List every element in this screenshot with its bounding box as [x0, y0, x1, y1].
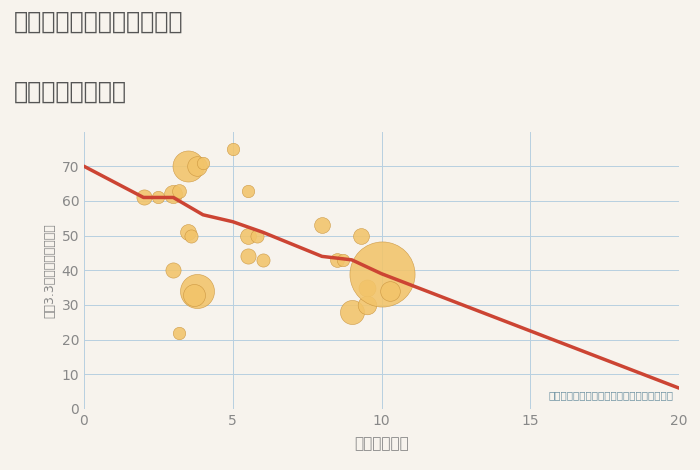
Text: 駅距離別土地価格: 駅距離別土地価格: [14, 80, 127, 104]
Point: [376, 270, 387, 277]
Point: [337, 256, 349, 264]
Point: [361, 301, 372, 309]
Point: [346, 308, 357, 316]
Point: [168, 190, 179, 198]
Point: [316, 221, 328, 229]
Point: [174, 329, 185, 337]
Point: [251, 232, 262, 239]
Point: [168, 266, 179, 274]
Point: [242, 187, 253, 194]
Text: 大阪府東大阪市花園西町の: 大阪府東大阪市花園西町の: [14, 9, 183, 33]
Point: [242, 232, 253, 239]
Point: [138, 194, 149, 201]
Point: [242, 253, 253, 260]
Point: [183, 228, 194, 236]
Point: [186, 232, 197, 239]
Point: [192, 163, 203, 170]
Point: [355, 232, 366, 239]
Point: [183, 163, 194, 170]
Point: [227, 145, 238, 153]
Point: [385, 287, 396, 295]
Y-axis label: 坪（3.3㎡）単価（万円）: 坪（3.3㎡）単価（万円）: [43, 223, 56, 318]
Text: 円の大きさは、取引のあった物件面積を示す: 円の大きさは、取引のあった物件面積を示す: [548, 390, 673, 400]
Point: [197, 159, 209, 166]
Point: [331, 256, 342, 264]
Point: [361, 284, 372, 291]
Point: [192, 287, 203, 295]
X-axis label: 駅距離（分）: 駅距離（分）: [354, 436, 409, 451]
Point: [257, 256, 268, 264]
Point: [174, 187, 185, 194]
Point: [188, 291, 199, 298]
Point: [153, 194, 164, 201]
